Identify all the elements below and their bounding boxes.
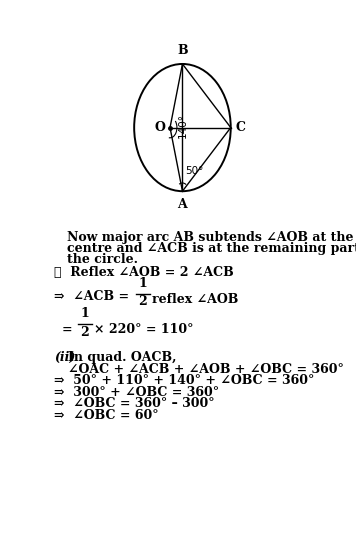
Text: C: C [235, 121, 245, 134]
Text: ⇒  ∠ACB =: ⇒ ∠ACB = [54, 290, 134, 303]
Text: A: A [178, 198, 187, 211]
Text: reflex ∠AOB: reflex ∠AOB [152, 293, 239, 306]
Text: the circle.: the circle. [67, 253, 137, 266]
Text: ⇒  50° + 110° + 140° + ∠OBC = 360°: ⇒ 50° + 110° + 140° + ∠OBC = 360° [54, 374, 315, 387]
Text: 50°: 50° [185, 166, 204, 175]
Text: ∴  Reflex ∠AOB = 2 ∠ACB: ∴ Reflex ∠AOB = 2 ∠ACB [54, 266, 234, 279]
Text: 2: 2 [80, 326, 89, 339]
Text: O: O [155, 121, 166, 134]
Text: ⇒  300° + ∠OBC = 360°: ⇒ 300° + ∠OBC = 360° [54, 386, 219, 399]
Text: (ii): (ii) [54, 351, 75, 364]
Text: 1: 1 [80, 307, 89, 320]
Text: B: B [177, 44, 188, 58]
Text: ⇒  ∠OBC = 360° – 300°: ⇒ ∠OBC = 360° – 300° [54, 397, 215, 410]
Text: centre and ∠ACB is at the remaining part of: centre and ∠ACB is at the remaining part… [67, 242, 356, 255]
Text: =: = [62, 324, 78, 336]
Text: Now major arc AB subtends ∠AOB at the: Now major arc AB subtends ∠AOB at the [67, 231, 353, 245]
Text: × 220° = 110°: × 220° = 110° [94, 324, 194, 336]
Text: ⇒  ∠OBC = 60°: ⇒ ∠OBC = 60° [54, 409, 159, 422]
Text: 1: 1 [138, 277, 147, 290]
Text: ∠OAC + ∠ACB + ∠AOB + ∠OBC = 360°: ∠OAC + ∠ACB + ∠AOB + ∠OBC = 360° [68, 363, 344, 376]
Text: 140°: 140° [178, 113, 188, 138]
Text: 2: 2 [138, 295, 147, 309]
Text: In quad. OACB,: In quad. OACB, [68, 351, 177, 364]
